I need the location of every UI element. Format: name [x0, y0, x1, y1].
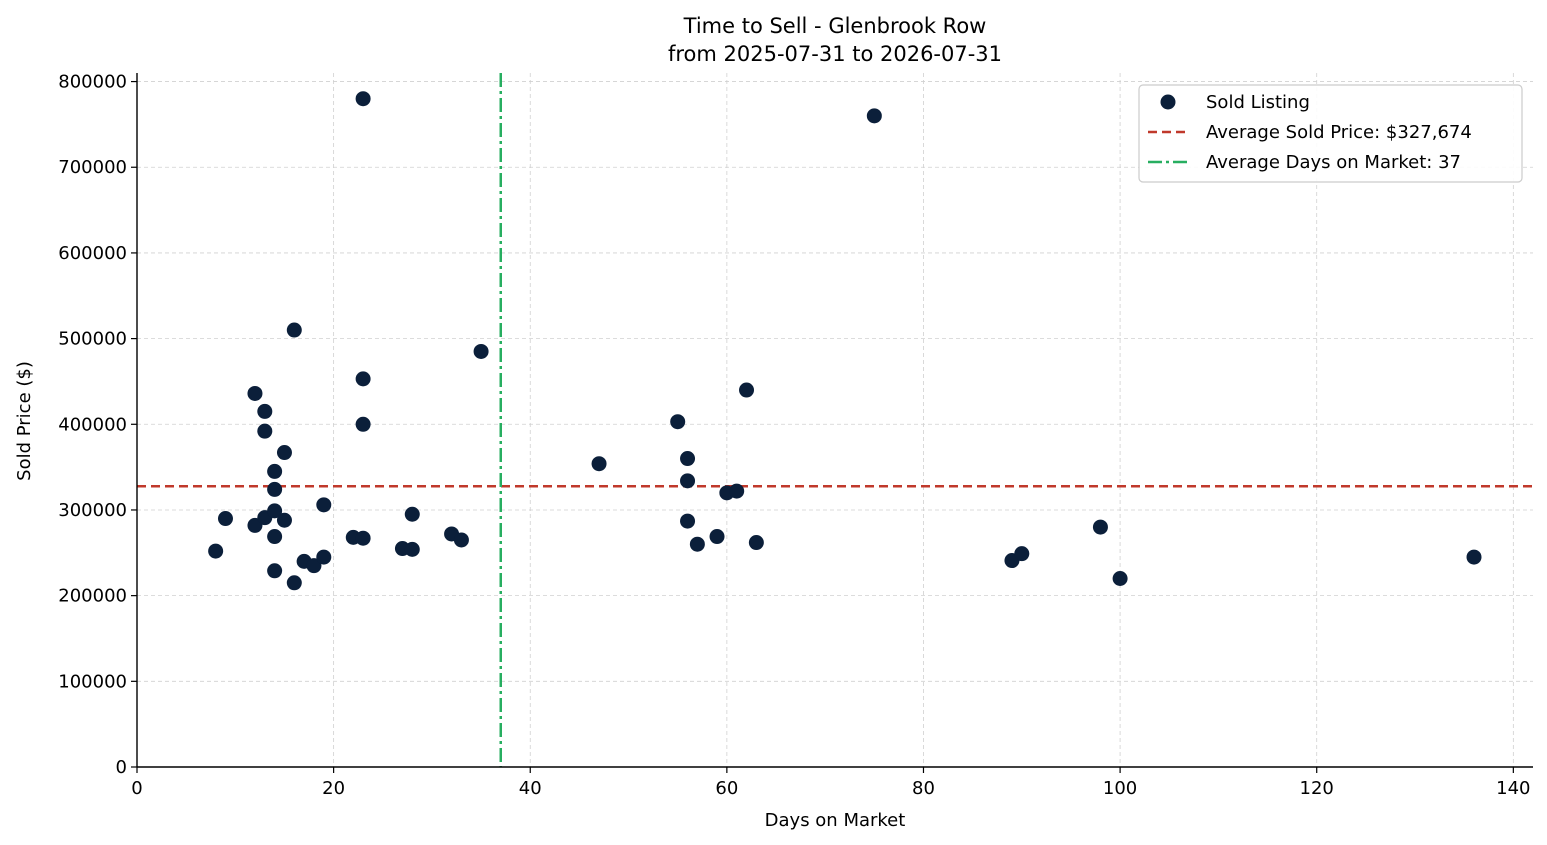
x-tick-label: 20	[322, 778, 345, 799]
legend-label-avg-days: Average Days on Market: 37	[1206, 152, 1461, 173]
data-point	[453, 532, 469, 548]
data-point	[267, 463, 283, 479]
x-tick-label: 40	[519, 778, 542, 799]
data-point	[404, 541, 420, 557]
data-point	[217, 511, 233, 527]
data-point	[257, 403, 273, 419]
data-point	[404, 506, 420, 522]
y-tick-label: 0	[116, 757, 127, 778]
data-point	[355, 371, 371, 387]
y-tick-label: 500000	[58, 329, 127, 350]
data-point	[276, 512, 292, 528]
data-points	[208, 91, 1482, 591]
y-tick-label: 600000	[58, 243, 127, 264]
data-point	[257, 423, 273, 439]
data-point	[267, 503, 283, 519]
legend-label-avg-price: Average Sold Price: $327,674	[1206, 122, 1472, 143]
y-tick-label: 300000	[58, 500, 127, 521]
x-tick-label: 140	[1496, 778, 1530, 799]
legend-label-sold-listing: Sold Listing	[1206, 92, 1310, 113]
tick-labels: 0 20 40 60 80 100 120 140 0 100000 200000 300000 400…	[58, 72, 1530, 799]
data-point	[748, 535, 764, 551]
data-point	[267, 481, 283, 497]
data-point	[729, 483, 745, 499]
data-point	[680, 473, 696, 489]
data-point	[355, 530, 371, 546]
data-point	[866, 108, 882, 124]
x-axis-label: Days on Market	[765, 810, 906, 831]
x-tick-label: 100	[1103, 778, 1137, 799]
y-tick-label: 400000	[58, 414, 127, 435]
data-point	[306, 558, 322, 574]
data-point	[709, 529, 725, 545]
x-tick-label: 80	[912, 778, 935, 799]
chart-subtitle: from 2025-07-31 to 2026-07-31	[668, 42, 1002, 66]
data-point	[208, 543, 224, 559]
data-point	[247, 385, 263, 401]
data-point	[276, 445, 292, 461]
data-point	[680, 513, 696, 529]
y-tick-label: 200000	[58, 586, 127, 607]
data-point	[316, 549, 332, 565]
data-point	[689, 536, 705, 552]
data-point	[473, 343, 489, 359]
axes	[131, 73, 1533, 773]
data-point	[680, 451, 696, 467]
reference-lines	[137, 73, 1533, 767]
y-tick-label: 800000	[58, 72, 127, 93]
data-point	[739, 382, 755, 398]
legend-marker-sold-listing	[1160, 94, 1176, 110]
data-point	[286, 322, 302, 338]
data-point	[1466, 549, 1482, 565]
x-tick-label: 60	[715, 778, 738, 799]
data-point	[1092, 519, 1108, 535]
y-axis-label: Sold Price ($)	[14, 361, 35, 481]
y-tick-label: 700000	[58, 157, 127, 178]
data-point	[1014, 546, 1030, 562]
chart-title: Time to Sell - Glenbrook Row	[683, 14, 987, 38]
y-tick-label: 100000	[58, 671, 127, 692]
legend-box	[1138, 84, 1523, 183]
data-point	[1112, 571, 1128, 587]
data-point	[267, 529, 283, 545]
data-point	[316, 497, 332, 513]
x-tick-label: 120	[1300, 778, 1334, 799]
data-point	[267, 563, 283, 579]
data-point	[591, 456, 607, 472]
data-point	[286, 575, 302, 591]
data-point	[670, 414, 686, 430]
legend: Sold Listing Average Sold Price: $327,67…	[1138, 84, 1523, 183]
data-point	[355, 91, 371, 107]
x-tick-label: 0	[131, 778, 142, 799]
data-point	[355, 416, 371, 432]
